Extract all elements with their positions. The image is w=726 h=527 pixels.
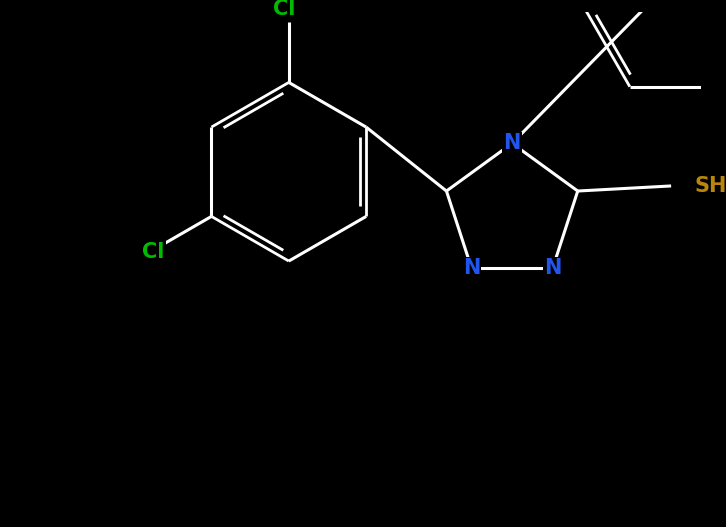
Text: Cl: Cl bbox=[272, 0, 295, 19]
Text: SH: SH bbox=[695, 176, 726, 196]
Text: N: N bbox=[544, 258, 561, 278]
Text: N: N bbox=[463, 258, 480, 278]
Text: N: N bbox=[503, 133, 521, 153]
Text: Cl: Cl bbox=[142, 242, 165, 262]
